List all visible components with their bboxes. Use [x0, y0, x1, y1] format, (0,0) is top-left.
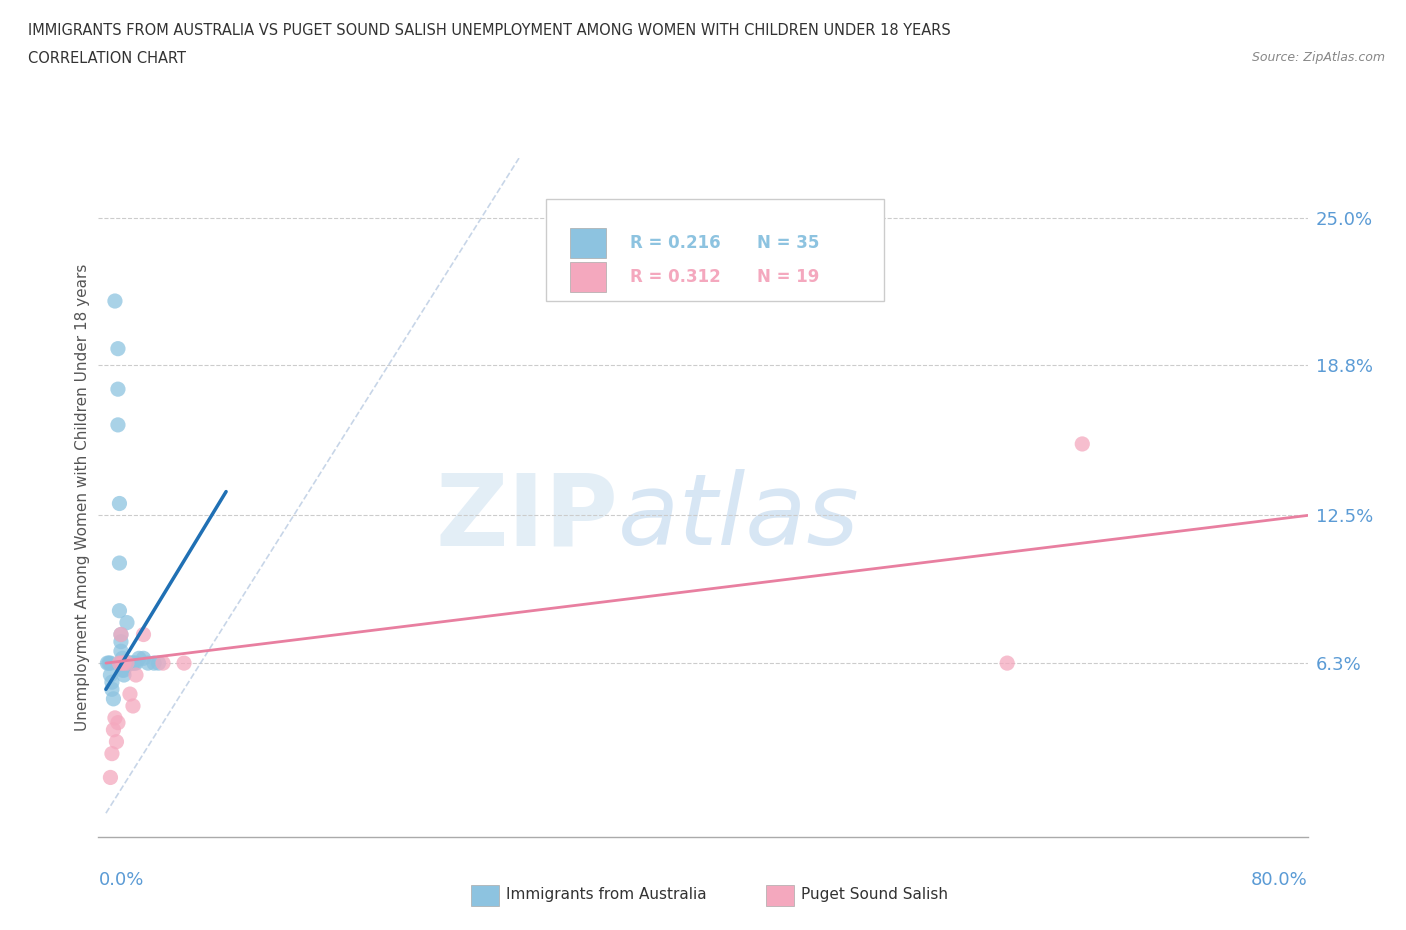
Point	[107, 715, 129, 730]
Point	[100, 770, 122, 785]
Point	[118, 686, 141, 701]
Point	[125, 668, 148, 683]
Point	[112, 663, 135, 678]
Point	[111, 656, 134, 671]
Y-axis label: Unemployment Among Women with Children Under 18 years: Unemployment Among Women with Children U…	[75, 264, 90, 731]
Point	[108, 496, 131, 511]
Point	[104, 711, 127, 725]
Point	[111, 651, 134, 666]
Text: 0.0%: 0.0%	[98, 870, 143, 889]
Point	[110, 644, 132, 658]
Point	[101, 675, 124, 690]
Text: ZIP: ZIP	[436, 470, 619, 566]
Point	[114, 658, 136, 673]
Point	[105, 735, 128, 750]
Point	[124, 656, 146, 671]
Point	[152, 656, 174, 671]
Point	[107, 418, 129, 432]
Text: Immigrants from Australia: Immigrants from Australia	[506, 887, 707, 902]
Point	[107, 381, 129, 396]
Point	[132, 651, 155, 666]
Point	[136, 656, 159, 671]
Text: Source: ZipAtlas.com: Source: ZipAtlas.com	[1251, 51, 1385, 64]
Point	[125, 656, 148, 671]
Text: IMMIGRANTS FROM AUSTRALIA VS PUGET SOUND SALISH UNEMPLOYMENT AMONG WOMEN WITH CH: IMMIGRANTS FROM AUSTRALIA VS PUGET SOUND…	[28, 23, 950, 38]
Point	[110, 627, 132, 642]
Point	[128, 651, 150, 666]
Text: atlas: atlas	[619, 470, 860, 566]
Point	[148, 656, 170, 671]
Point	[122, 656, 145, 671]
Point	[132, 627, 155, 642]
Point	[112, 656, 135, 671]
Point	[108, 604, 131, 618]
Point	[103, 723, 125, 737]
FancyBboxPatch shape	[569, 228, 606, 259]
Point	[101, 746, 124, 761]
Point	[115, 615, 138, 630]
Point	[173, 656, 195, 671]
Text: CORRELATION CHART: CORRELATION CHART	[28, 51, 186, 66]
Point	[1071, 436, 1094, 451]
Text: R = 0.312: R = 0.312	[630, 268, 721, 286]
Point	[100, 656, 122, 671]
Point	[110, 627, 132, 642]
Text: R = 0.216: R = 0.216	[630, 234, 721, 252]
Point	[108, 555, 131, 570]
Point	[100, 668, 122, 683]
FancyBboxPatch shape	[569, 261, 606, 292]
Point	[104, 294, 127, 309]
Point	[103, 691, 125, 706]
Text: 80.0%: 80.0%	[1251, 870, 1308, 889]
Point	[97, 656, 120, 671]
Point	[101, 682, 124, 697]
Point	[96, 656, 118, 671]
Text: N = 35: N = 35	[758, 234, 820, 252]
Point	[108, 656, 131, 671]
Point	[117, 656, 139, 671]
Point	[143, 656, 166, 671]
Point	[122, 698, 145, 713]
Point	[111, 663, 134, 678]
Point	[115, 656, 138, 671]
Point	[118, 656, 141, 671]
Text: N = 19: N = 19	[758, 268, 820, 286]
Point	[111, 658, 134, 673]
Point	[112, 668, 135, 683]
Point	[121, 656, 143, 671]
Text: Puget Sound Salish: Puget Sound Salish	[801, 887, 949, 902]
FancyBboxPatch shape	[546, 199, 884, 300]
Point	[107, 341, 129, 356]
Point	[995, 656, 1018, 671]
Point	[110, 634, 132, 649]
